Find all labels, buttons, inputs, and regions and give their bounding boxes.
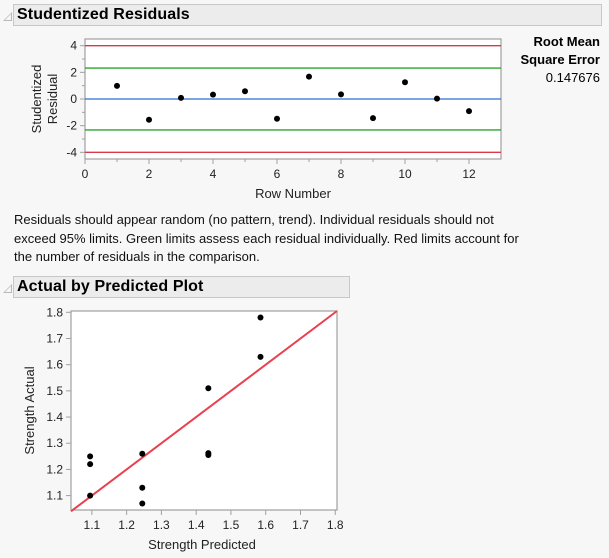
rmse-panel: Root Mean Square Error 0.147676 — [521, 33, 600, 87]
residuals-note: Residuals should appear random (no patte… — [14, 212, 519, 264]
y-axis-label: Studentized Residual — [29, 65, 60, 134]
data-point[interactable] — [466, 108, 472, 115]
svg-text:Strength Actual: Strength Actual — [22, 366, 37, 454]
y-tick-label: 0 — [70, 92, 77, 106]
x-tick-label: 1.8 — [327, 518, 344, 532]
actual-by-predicted-header[interactable]: Actual by Predicted Plot — [13, 276, 350, 298]
disclosure-toggle-icon[interactable] — [3, 12, 12, 21]
section-title: Studentized Residuals — [17, 6, 190, 23]
y-tick-label: -2 — [66, 119, 77, 133]
y-tick-label: 1.2 — [46, 462, 63, 476]
data-point[interactable] — [402, 79, 408, 86]
data-point[interactable] — [87, 453, 94, 460]
data-point[interactable] — [338, 91, 344, 98]
x-tick-label: 1.1 — [84, 518, 101, 532]
y-tick-label: 1.8 — [46, 305, 63, 319]
y-tick-label: 1.7 — [46, 331, 63, 345]
data-point[interactable] — [205, 450, 212, 457]
y-tick-label: -4 — [66, 145, 77, 159]
x-tick-label: 1.2 — [118, 518, 135, 532]
x-tick-label: 1.3 — [153, 518, 170, 532]
disclosure-toggle-icon[interactable] — [3, 284, 12, 293]
data-point[interactable] — [114, 82, 120, 89]
data-point[interactable] — [257, 314, 264, 321]
studentized-residuals-header[interactable]: Studentized Residuals — [13, 4, 602, 26]
rmse-label-2: Square Error — [520, 52, 600, 67]
x-tick-label: 4 — [210, 167, 217, 181]
y-tick-label: 4 — [70, 39, 77, 53]
rmse-label: Root Mean — [533, 34, 600, 49]
y-tick-label: 1.3 — [46, 436, 63, 450]
data-point[interactable] — [370, 115, 376, 122]
rmse-value: 0.147676 — [545, 70, 600, 85]
y-tick-label: 1.1 — [46, 489, 63, 503]
x-tick-label: 1.4 — [188, 518, 205, 532]
y-tick-label: 2 — [70, 65, 77, 79]
data-point[interactable] — [210, 91, 216, 98]
x-tick-label: 1.5 — [223, 518, 240, 532]
y-tick-label: 1.5 — [46, 384, 63, 398]
data-point[interactable] — [87, 492, 94, 499]
x-axis-label: Strength Predicted — [148, 537, 256, 552]
x-tick-label: 6 — [274, 167, 281, 181]
data-point[interactable] — [434, 95, 440, 102]
data-point[interactable] — [146, 116, 152, 123]
svg-text:Residual: Residual — [45, 74, 60, 125]
y-tick-label: 1.4 — [46, 410, 63, 424]
section-title: Actual by Predicted Plot — [17, 278, 204, 295]
data-point[interactable] — [242, 88, 248, 95]
data-point[interactable] — [257, 353, 264, 360]
x-tick-label: 12 — [462, 167, 476, 181]
x-axis-label: Row Number — [255, 186, 332, 201]
x-tick-label: 10 — [398, 167, 412, 181]
data-point[interactable] — [205, 385, 212, 392]
svg-text:Studentized: Studentized — [29, 65, 44, 134]
y-tick-label: 1.6 — [46, 358, 63, 372]
x-tick-label: 1.7 — [292, 518, 309, 532]
x-tick-label: 8 — [338, 167, 345, 181]
data-point[interactable] — [87, 461, 94, 468]
data-point[interactable] — [178, 94, 184, 101]
x-tick-label: 1.6 — [257, 518, 274, 532]
data-point[interactable] — [274, 115, 280, 122]
data-point[interactable] — [139, 500, 146, 507]
data-point[interactable] — [139, 450, 146, 457]
x-tick-label: 0 — [82, 167, 89, 181]
data-point[interactable] — [139, 484, 146, 491]
y-axis-label: Strength Actual — [22, 366, 37, 454]
fit-line — [70, 310, 338, 513]
x-tick-label: 2 — [146, 167, 153, 181]
data-point[interactable] — [306, 73, 312, 80]
